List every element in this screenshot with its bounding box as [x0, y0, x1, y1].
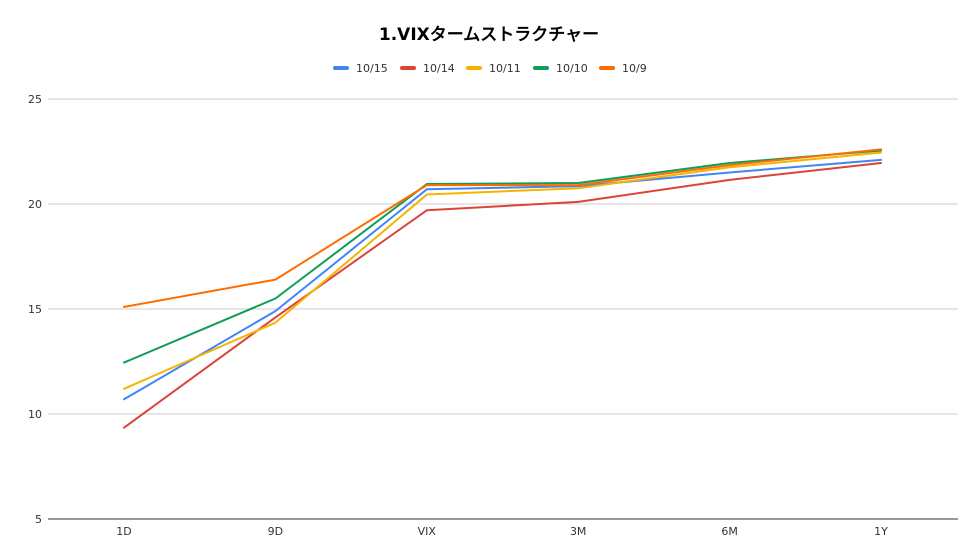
y-axis-tick-labels: 5 10 15 20 25: [28, 93, 42, 526]
chart-legend: 10/15 10/14 10/11 10/10 10/9: [333, 62, 647, 75]
series-line: [123, 162, 882, 429]
legend-label: 10/14: [423, 62, 455, 75]
x-axis-tick-labels: 1D 9D VIX 3M 6M 1Y: [116, 525, 888, 538]
y-tick-label: 5: [35, 513, 42, 526]
series-lines: [123, 148, 882, 429]
series-line: [123, 158, 882, 401]
legend-label: 10/15: [356, 62, 388, 75]
y-tick-label: 15: [28, 303, 42, 316]
legend-item: 10/14: [400, 62, 455, 75]
legend-label: 10/11: [489, 62, 521, 75]
x-tick-label: 1D: [116, 525, 131, 538]
series-line: [123, 149, 882, 364]
x-tick-label: 3M: [570, 525, 587, 538]
y-tick-label: 10: [28, 408, 42, 421]
gridlines: [48, 98, 958, 520]
x-tick-label: 6M: [721, 525, 738, 538]
x-tick-label: 9D: [268, 525, 283, 538]
legend-item: 10/11: [466, 62, 521, 75]
x-tick-label: 1Y: [874, 525, 888, 538]
y-tick-label: 25: [28, 93, 42, 106]
x-tick-label: VIX: [418, 525, 437, 538]
series-line: [123, 148, 882, 308]
legend-label: 10/9: [622, 62, 647, 75]
legend-label: 10/10: [556, 62, 588, 75]
chart-title: 1.VIXタームストラクチャー: [379, 25, 599, 45]
y-tick-label: 20: [28, 198, 42, 211]
series-line: [123, 151, 882, 390]
legend-item: 10/9: [599, 62, 647, 75]
legend-item: 10/10: [533, 62, 588, 75]
legend-item: 10/15: [333, 62, 388, 75]
